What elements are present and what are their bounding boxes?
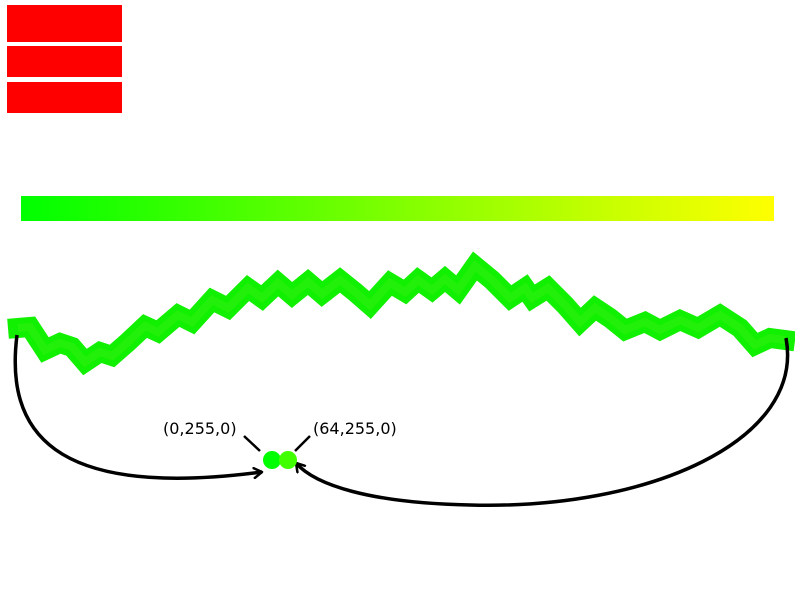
swatch-dot-64-255-0 [279, 451, 297, 469]
swatch-label-0-255-0: (0,255,0) [163, 419, 237, 438]
leader-line-left [243, 435, 261, 452]
trace-highlight [17, 260, 786, 368]
sampled-color-trace [7, 251, 795, 376]
red-block-1 [7, 5, 122, 42]
leader-line-right [294, 435, 311, 452]
swatch-label-64-255-0: (64,255,0) [313, 419, 397, 438]
trace-stroke [7, 251, 795, 376]
arrow-left-curve [13, 334, 262, 480]
red-block-2 [7, 46, 122, 77]
swatch-dot-0-255-0 [263, 451, 281, 469]
red-block-3 [7, 82, 122, 113]
arrow-right-curve [294, 337, 790, 507]
color-gradient-bar [21, 196, 774, 221]
